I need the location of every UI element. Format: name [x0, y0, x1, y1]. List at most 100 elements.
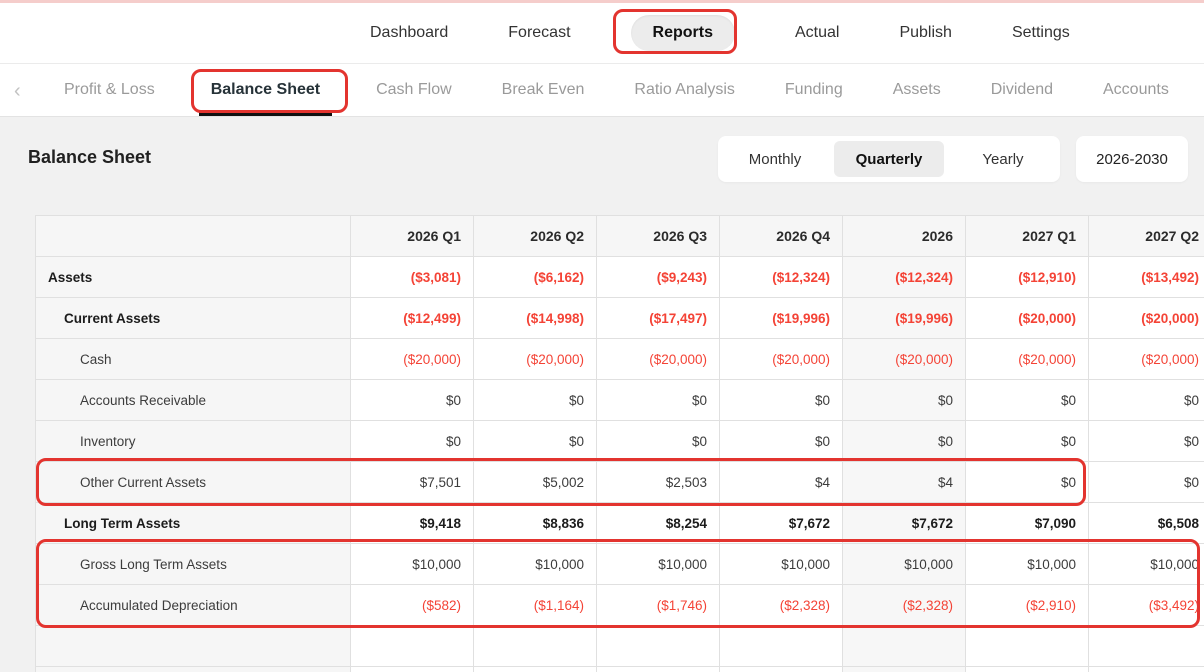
top-nav-items: Dashboard Forecast Reports Actual Publish Set… — [0, 3, 1204, 63]
tab-break-even[interactable]: Break Even — [502, 64, 585, 116]
page-title: Balance Sheet — [28, 147, 151, 168]
cell-value — [351, 626, 474, 667]
table-row-long-term-assets: Long Term Assets$9,418$8,836$8,254$7,672… — [36, 503, 1204, 544]
tab-balance-sheet[interactable]: Balance Sheet — [205, 64, 326, 116]
tab-ratio-analysis[interactable]: Ratio Analysis — [634, 64, 735, 116]
cell-value: ($20,000) — [474, 339, 597, 380]
year-range-button[interactable]: 2026-2030 — [1076, 136, 1188, 182]
app-window: Dashboard Forecast Reports Actual Publish Set… — [0, 0, 1204, 672]
cell-value — [474, 626, 597, 667]
tabs-scroll-left-icon[interactable]: ‹ — [14, 80, 21, 103]
row-label-current-assets: Current Assets — [36, 298, 351, 339]
cell-value: ($20,000) — [351, 339, 474, 380]
cell-value: $8,254 — [597, 503, 720, 544]
cell-value — [720, 667, 843, 672]
row-label-accumulated-depreciation: Accumulated Depreciation — [36, 585, 351, 626]
cell-value: $0 — [720, 380, 843, 421]
cell-value: $0 — [597, 380, 720, 421]
cell-value: $0 — [843, 421, 966, 462]
cell-value: $10,000 — [720, 544, 843, 585]
column-header-2026: 2026 — [843, 216, 966, 257]
row-label-blank — [36, 667, 351, 672]
tab-dividend[interactable]: Dividend — [991, 64, 1053, 116]
nav-item-actual[interactable]: Actual — [795, 24, 839, 42]
toggle-option-quarterly[interactable]: Quarterly — [834, 141, 944, 177]
cell-value: ($20,000) — [966, 339, 1089, 380]
cell-value: $10,000 — [474, 544, 597, 585]
table-row-cash: Cash($20,000)($20,000)($20,000)($20,000)… — [36, 339, 1204, 380]
row-label-inventory: Inventory — [36, 421, 351, 462]
table-row-assets: Assets($3,081)($6,162)($9,243)($12,324)(… — [36, 257, 1204, 298]
tab-assets[interactable]: Assets — [893, 64, 941, 116]
row-label-gross-long-term-assets: Gross Long Term Assets — [36, 544, 351, 585]
cell-value: ($6,162) — [474, 257, 597, 298]
cell-value: $7,672 — [843, 503, 966, 544]
cell-value — [720, 626, 843, 667]
cell-value — [966, 626, 1089, 667]
tab-funding[interactable]: Funding — [785, 64, 843, 116]
column-header-label — [36, 216, 351, 257]
tab-accounts[interactable]: Accounts — [1103, 64, 1169, 116]
tab-cash-flow[interactable]: Cash Flow — [376, 64, 452, 116]
cell-value: $0 — [474, 421, 597, 462]
cell-value: ($2,328) — [720, 585, 843, 626]
cell-value: ($1,746) — [597, 585, 720, 626]
cell-value — [843, 626, 966, 667]
column-header-2026-q2: 2026 Q2 — [474, 216, 597, 257]
cell-value — [597, 667, 720, 672]
cell-value: $0 — [720, 421, 843, 462]
cell-value: $5,002 — [474, 462, 597, 503]
column-header-2027-q1: 2027 Q1 — [966, 216, 1089, 257]
cell-value: $7,090 — [966, 503, 1089, 544]
column-header-2026-q3: 2026 Q3 — [597, 216, 720, 257]
cell-value — [597, 626, 720, 667]
cell-value: ($20,000) — [843, 339, 966, 380]
cell-value: ($12,499) — [351, 298, 474, 339]
cell-value — [1089, 626, 1204, 667]
cell-value: ($14,998) — [474, 298, 597, 339]
nav-item-reports[interactable]: Reports — [631, 15, 735, 51]
cell-value: $0 — [474, 380, 597, 421]
cell-value: ($20,000) — [966, 298, 1089, 339]
period-toggle: MonthlyQuarterlyYearly — [718, 136, 1060, 182]
cell-value: ($13,492) — [1089, 257, 1204, 298]
cell-value: $10,000 — [1089, 544, 1204, 585]
toggle-option-monthly[interactable]: Monthly — [720, 141, 830, 177]
table-body: Assets($3,081)($6,162)($9,243)($12,324)(… — [36, 257, 1204, 672]
nav-item-settings[interactable]: Settings — [1012, 24, 1070, 42]
table-row-accounts-receivable: Accounts Receivable$0$0$0$0$0$0$0 — [36, 380, 1204, 421]
cell-value: ($20,000) — [597, 339, 720, 380]
cell-value: $6,508 — [1089, 503, 1204, 544]
nav-item-publish[interactable]: Publish — [899, 24, 951, 42]
nav-item-forecast[interactable]: Forecast — [508, 24, 570, 42]
table-row-current-assets: Current Assets($12,499)($14,998)($17,497… — [36, 298, 1204, 339]
cell-value: $4 — [843, 462, 966, 503]
cell-value: ($3,492) — [1089, 585, 1204, 626]
column-header-2026-q1: 2026 Q1 — [351, 216, 474, 257]
cell-value: ($17,497) — [597, 298, 720, 339]
cell-value — [351, 667, 474, 672]
nav-item-dashboard[interactable]: Dashboard — [370, 24, 448, 42]
cell-value: $0 — [966, 462, 1089, 503]
cell-value: ($19,996) — [720, 298, 843, 339]
balance-sheet-table: 2026 Q12026 Q22026 Q32026 Q420262027 Q12… — [35, 215, 1204, 672]
column-header-2027-q2: 2027 Q2 — [1089, 216, 1204, 257]
cell-value: ($12,324) — [843, 257, 966, 298]
cell-value: $0 — [966, 380, 1089, 421]
cell-value: $7,501 — [351, 462, 474, 503]
cell-value: $0 — [1089, 462, 1204, 503]
cell-value: ($20,000) — [1089, 339, 1204, 380]
cell-value — [474, 667, 597, 672]
cell-value: ($20,000) — [1089, 298, 1204, 339]
cell-value — [966, 667, 1089, 672]
cell-value: $9,418 — [351, 503, 474, 544]
row-label-long-term-assets: Long Term Assets — [36, 503, 351, 544]
toggle-option-yearly[interactable]: Yearly — [948, 141, 1058, 177]
tab-profit-loss[interactable]: Profit & Loss — [64, 64, 155, 116]
cell-value: ($1,164) — [474, 585, 597, 626]
cell-value: $7,672 — [720, 503, 843, 544]
table-row-other-current-assets: Other Current Assets$7,501$5,002$2,503$4… — [36, 462, 1204, 503]
cell-value: ($2,910) — [966, 585, 1089, 626]
cell-value: $0 — [1089, 380, 1204, 421]
table-header-row: 2026 Q12026 Q22026 Q32026 Q420262027 Q12… — [36, 216, 1204, 257]
